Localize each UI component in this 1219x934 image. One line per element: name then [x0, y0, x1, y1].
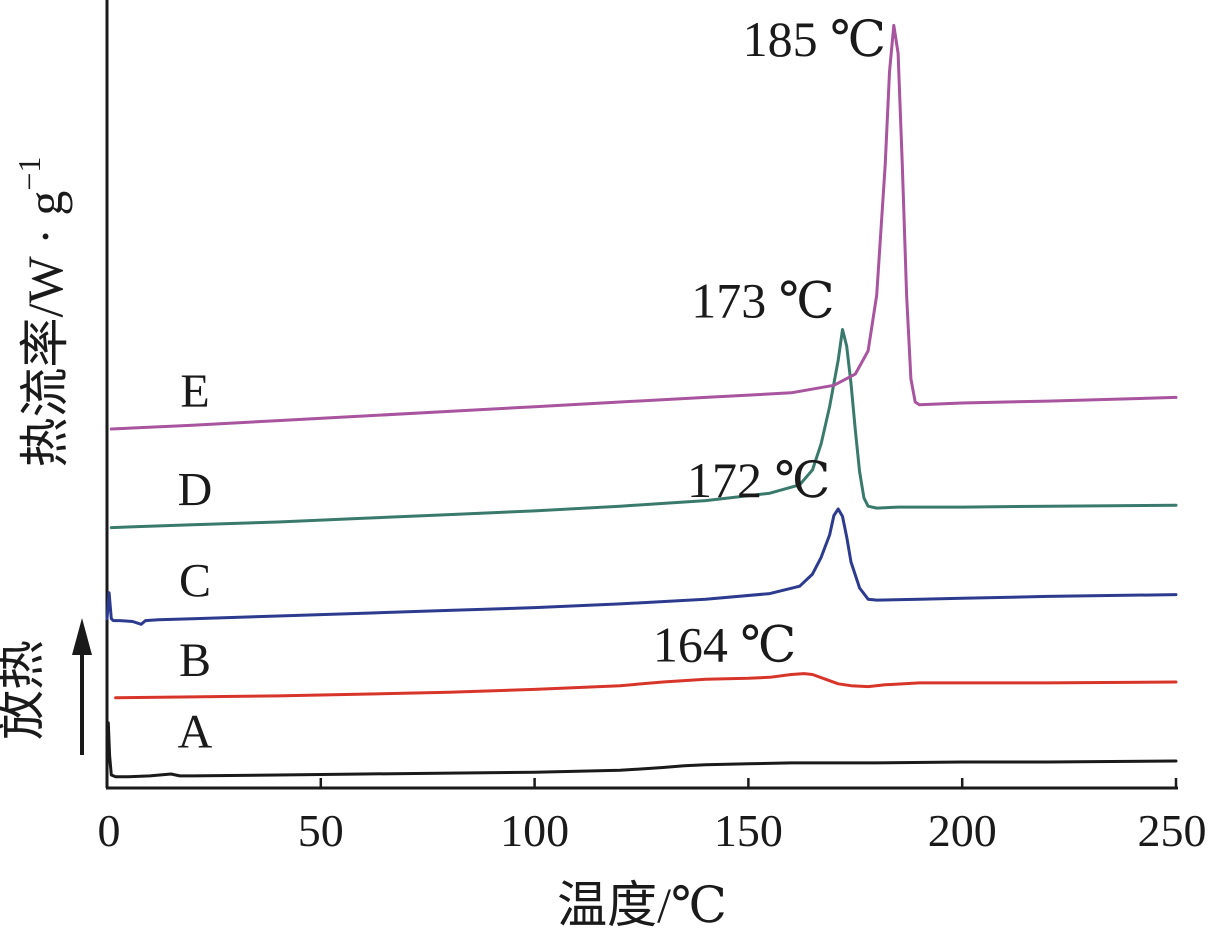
series-layer — [105, 23, 1178, 779]
curve-label-C: C — [179, 555, 211, 608]
peak-label-185: 185 ℃ — [743, 11, 886, 67]
exo-arrow-head — [72, 618, 92, 655]
curve-label-B: B — [179, 634, 211, 687]
series-line-B — [114, 672, 1178, 700]
x-tick-label-250: 250 — [1138, 805, 1207, 856]
axes: 0 50 100 150 200 250 — [98, 0, 1207, 856]
x-tick-label-50: 50 — [298, 805, 344, 856]
x-ticks — [105, 778, 1178, 788]
series-line-E — [109, 23, 1178, 431]
x-tick-label-100: 100 — [500, 805, 569, 856]
curve-label-E: E — [180, 365, 209, 418]
x-tick-label-200: 200 — [928, 805, 997, 856]
x-tick-labels: 0 50 100 150 200 250 — [98, 805, 1207, 856]
series-line-C — [105, 507, 1178, 626]
y-axis-title-group: 热流率/W · g−1 — [11, 157, 73, 468]
exo-indicator: 放热 — [0, 618, 92, 755]
x-tick-label-0: 0 — [98, 805, 121, 856]
series-line-A — [105, 721, 1178, 779]
x-tick-label-150: 150 — [714, 805, 783, 856]
curve-label-D: D — [178, 464, 213, 517]
exo-label: 放热 — [0, 640, 49, 740]
peak-label-173: 173 ℃ — [691, 273, 834, 329]
peak-label-164: 164 ℃ — [653, 617, 796, 673]
y-axis-title-main: 热流率/W · g — [17, 191, 73, 468]
series-line-D — [109, 328, 1178, 530]
curve-label-A: A — [178, 705, 213, 758]
y-axis-title: 热流率/W · g−1 — [11, 157, 73, 468]
y-axis-title-superscript: −1 — [11, 157, 47, 191]
peak-label-172: 172 ℃ — [687, 452, 830, 508]
peak-labels: 164 ℃ 172 ℃ 173 ℃ 185 ℃ — [653, 11, 886, 673]
x-axis-title: 温度/℃ — [557, 877, 727, 933]
exo-label-group: 放热 — [0, 640, 49, 740]
